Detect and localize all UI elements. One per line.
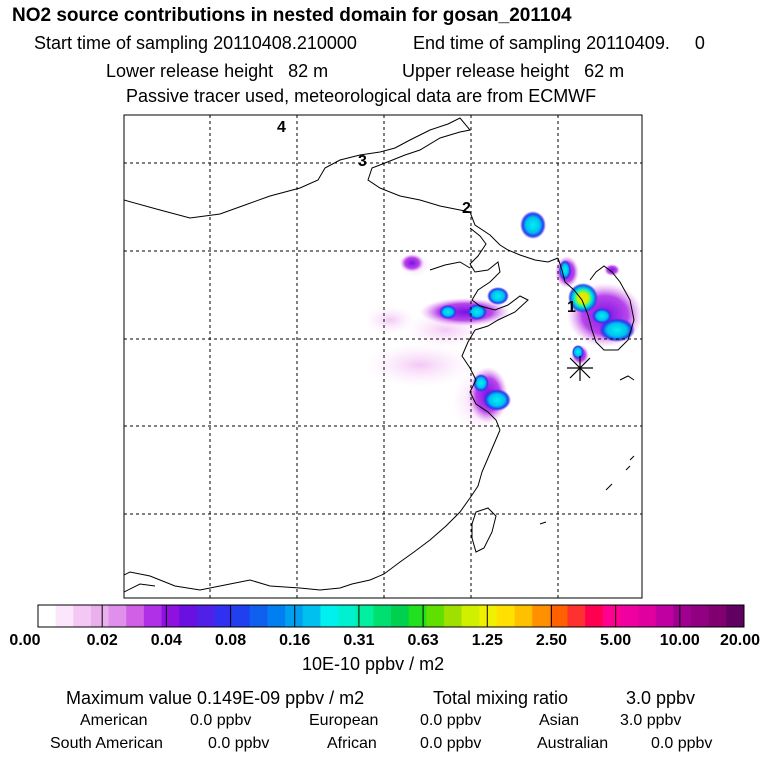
african-value: 0.0 ppbv bbox=[420, 735, 482, 752]
colorbar-cell bbox=[267, 605, 286, 627]
european-value: 0.0 ppbv bbox=[420, 712, 482, 729]
grid-label-1: 1 bbox=[567, 299, 576, 316]
colorbar-cell bbox=[408, 605, 427, 627]
total-value: 3.0 ppbv bbox=[626, 688, 696, 708]
colorbar-cell bbox=[38, 605, 57, 627]
map-frame bbox=[123, 114, 643, 599]
american-value: 0.0 ppbv bbox=[190, 712, 252, 729]
colorbar-cell bbox=[355, 605, 374, 627]
colorbar-cell bbox=[567, 605, 586, 627]
colorbar-tick-label: 0.02 bbox=[86, 632, 118, 649]
colorbar-cell bbox=[126, 605, 145, 627]
colorbar-cell bbox=[232, 605, 251, 627]
colorbar-cell bbox=[391, 605, 410, 627]
colorbar-tick-label: 0.04 bbox=[150, 632, 182, 649]
south-american-value: 0.0 ppbv bbox=[208, 735, 270, 752]
australian-label: Australian bbox=[537, 735, 609, 752]
end-sampling-text: End time of sampling 20110409. 0 bbox=[413, 33, 705, 53]
colorbar-cell bbox=[73, 605, 92, 627]
colorbar-cell bbox=[249, 605, 268, 627]
colorbar-cell bbox=[496, 605, 516, 627]
start-sampling-text: Start time of sampling 20110408.210000 bbox=[34, 33, 357, 53]
colorbar-cell bbox=[90, 605, 110, 627]
colorbar-tick-label: 20.00 bbox=[719, 632, 761, 649]
colorbar-cell bbox=[585, 605, 604, 627]
colorbar-cell bbox=[108, 605, 127, 627]
colorbar-cell bbox=[338, 605, 357, 627]
colorbar-cell bbox=[514, 605, 533, 627]
coastlines bbox=[124, 117, 635, 593]
grid-lines bbox=[124, 115, 642, 598]
asian-label: Asian bbox=[539, 712, 580, 729]
colorbar-cell bbox=[726, 605, 745, 627]
colorbar-cell bbox=[196, 605, 215, 627]
upper-release-text: Upper release height 62 m bbox=[402, 61, 625, 81]
colorbar-tick-label: 0.31 bbox=[343, 632, 375, 649]
colorbar-frame bbox=[37, 604, 745, 628]
tracer-note: Passive tracer used, meteorological data… bbox=[126, 86, 597, 106]
african-label: African bbox=[327, 735, 377, 752]
colorbar-cell bbox=[655, 605, 674, 627]
colorbar-cell bbox=[461, 605, 480, 627]
grid-label-3: 3 bbox=[358, 153, 367, 170]
south-american-label: South American bbox=[50, 735, 163, 752]
receptor-asterisk-icon bbox=[567, 356, 593, 381]
colorbar-cell bbox=[479, 605, 498, 627]
colorbar-tick-label: 0.08 bbox=[214, 632, 247, 649]
lower-release-text: Lower release height 82 m bbox=[106, 61, 329, 81]
colorbar-cell bbox=[143, 605, 163, 627]
colorbar-cell bbox=[673, 605, 692, 627]
colorbar-tick-label: 10.00 bbox=[659, 632, 700, 649]
colorbar-tick-label: 0.16 bbox=[279, 632, 311, 649]
colorbar-tick-label: 0.63 bbox=[407, 632, 439, 649]
grid-label-2: 2 bbox=[462, 200, 471, 217]
australian-value: 0.0 ppbv bbox=[651, 735, 713, 752]
colorbar-cell bbox=[179, 605, 198, 627]
colorbar-tick-label: 5.00 bbox=[600, 632, 632, 649]
colorbar-cell bbox=[302, 605, 321, 627]
colorbar-units: 10E-10 ppbv / m2 bbox=[302, 654, 445, 674]
asian-value: 3.0 ppbv bbox=[620, 712, 682, 729]
colorbar-cell bbox=[373, 605, 392, 627]
colorbar-cell bbox=[620, 605, 639, 627]
colorbar-tick-label: 2.50 bbox=[535, 632, 568, 649]
maximum-value: Maximum value 0.149E-09 ppbv / m2 bbox=[66, 688, 365, 708]
colorbar-cell bbox=[161, 605, 180, 627]
colorbar-cell bbox=[214, 605, 233, 627]
colorbar-cell bbox=[55, 605, 74, 627]
colorbar-cell bbox=[443, 605, 463, 627]
colorbar-tick-label: 1.25 bbox=[471, 632, 503, 649]
plot-title: NO2 source contributions in nested domai… bbox=[12, 5, 572, 26]
colorbar-cell bbox=[426, 605, 445, 627]
european-label: European bbox=[309, 712, 379, 729]
colorbar-cell bbox=[549, 605, 568, 627]
colorbar-cell bbox=[602, 605, 621, 627]
colorbar-cell bbox=[638, 605, 657, 627]
colorbar-tick-label: 0.00 bbox=[9, 632, 41, 649]
colorbar-cell bbox=[320, 605, 339, 627]
colorbar-cell bbox=[285, 605, 304, 627]
colorbar-cell bbox=[708, 605, 727, 627]
colorbar-cell bbox=[691, 605, 710, 627]
colorbar-cell bbox=[532, 605, 551, 627]
grid-label-4: 4 bbox=[277, 119, 286, 136]
total-label: Total mixing ratio bbox=[433, 688, 569, 708]
american-label: American bbox=[80, 712, 148, 729]
